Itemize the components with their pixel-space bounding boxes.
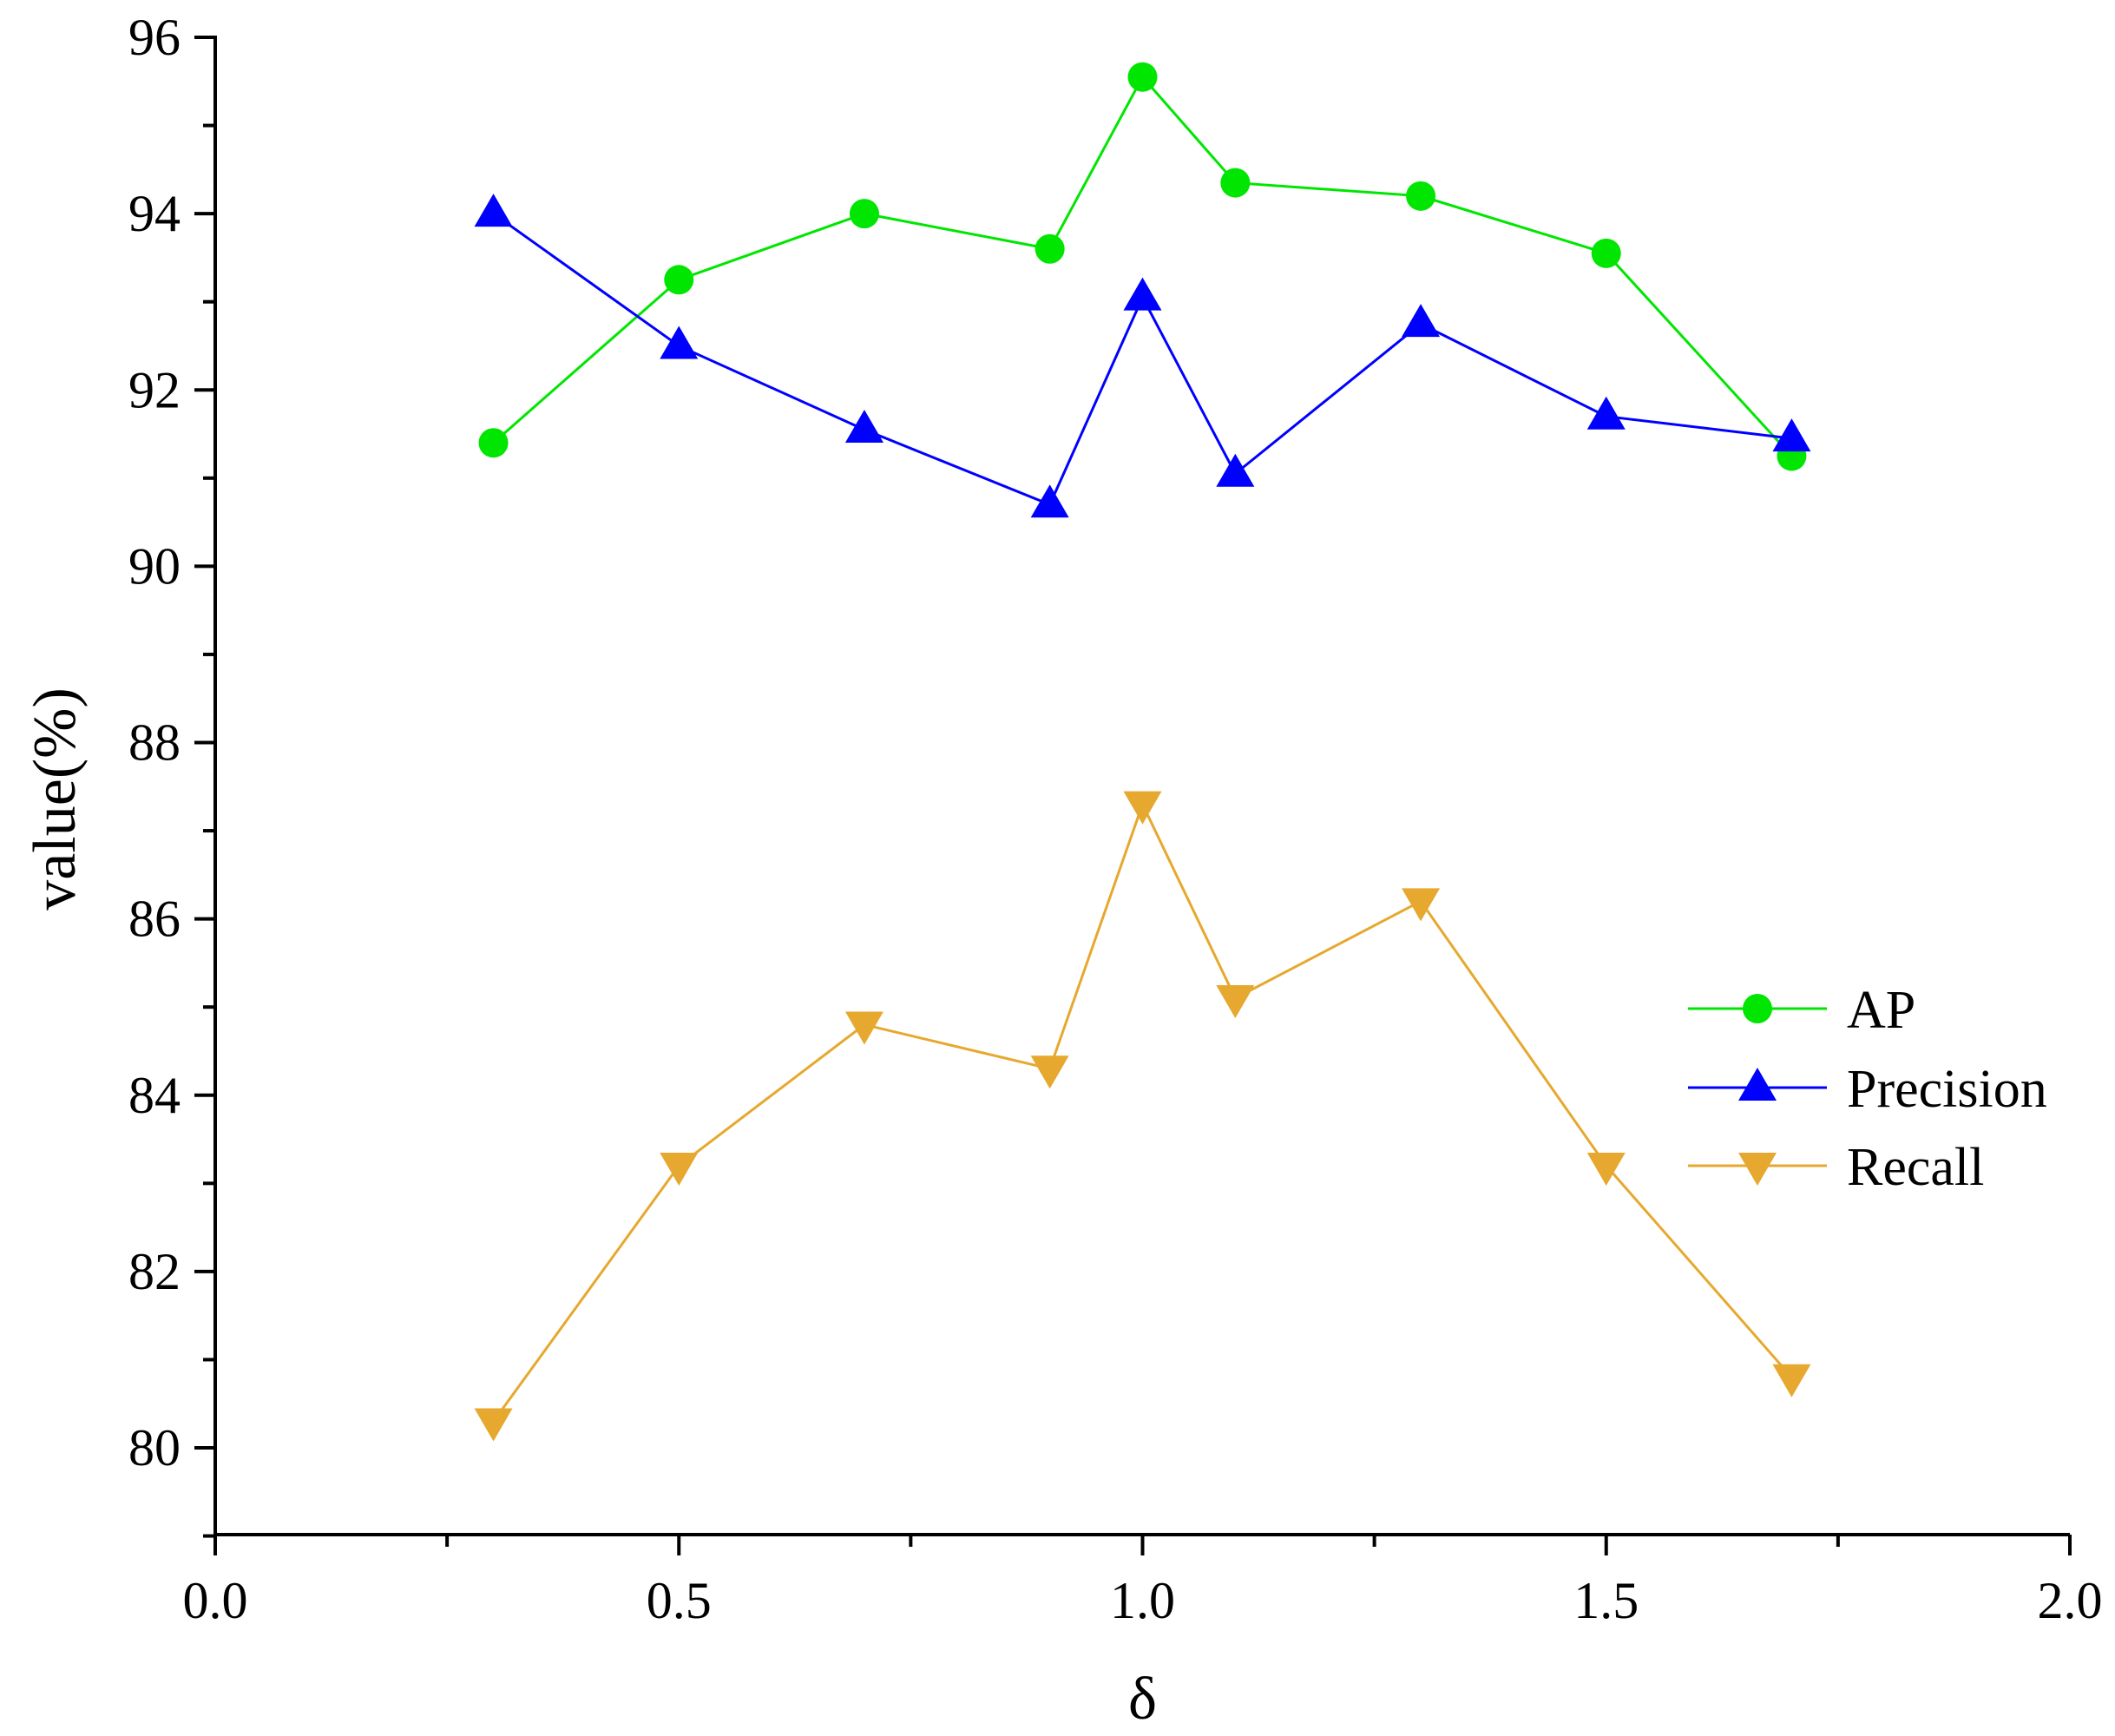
y-tick-label: 86 [128,891,181,948]
legend-swatch-marker [1743,994,1772,1023]
ap-point [1035,233,1065,264]
y-tick-label: 96 [128,9,181,66]
recall-point [1030,1055,1069,1089]
precision-point [844,409,883,443]
legend-item-ap: AP [1688,981,1915,1040]
series-ap [478,62,1807,471]
y-tick-label: 80 [128,1419,181,1476]
series-layer [474,62,1811,1442]
precision-point [474,194,513,227]
x-tick-label: 0.5 [647,1572,712,1629]
legend-label: AP [1847,981,1915,1040]
y-tick-label: 90 [128,537,181,595]
legend-label: Precision [1847,1060,2047,1119]
precision-point [1216,453,1255,487]
recall-point [844,1011,883,1045]
precision-point [1123,277,1162,311]
recall-point [1123,791,1162,825]
x-tick-label: 2.0 [2038,1572,2103,1629]
legend: AP Precision Recall [1688,981,2047,1197]
x-tick-label: 1.0 [1110,1572,1175,1629]
series-precision [474,194,1811,518]
precision-point [1030,484,1069,518]
precision-point [1586,396,1626,430]
legend-swatch-marker [1738,1153,1777,1186]
ap-point [1406,181,1436,211]
precision-point [1772,418,1811,452]
y-tick-label: 92 [128,361,181,418]
series-recall [474,791,1811,1442]
ap-point [1220,168,1251,198]
y-axis-ticks: 80 82 84 86 88 90 92 94 96 [128,9,215,1538]
y-tick-label: 88 [128,714,181,772]
ap-point [849,199,879,229]
ap-point [478,428,509,458]
legend-label: Recall [1847,1138,1984,1197]
ap-point [1127,62,1158,92]
recall-point [1216,985,1255,1019]
y-axis-title: value(%) [22,687,89,911]
legend-item-recall: Recall [1688,1138,1984,1197]
ap-point [664,265,694,295]
ap-line [492,75,1793,457]
legend-item-precision: Precision [1688,1060,2047,1119]
y-tick-label: 84 [128,1067,181,1124]
precision-point [660,326,699,359]
recall-line [492,800,1793,1423]
axes [213,36,2070,1536]
y-tick-label: 82 [128,1243,181,1300]
x-tick-label: 1.5 [1573,1572,1639,1629]
y-tick-label: 94 [128,185,181,242]
recall-point [474,1408,513,1442]
ap-point [1591,238,1621,268]
recall-point [1586,1153,1626,1186]
recall-point [660,1153,699,1186]
recall-point [1402,888,1441,922]
x-axis-title: δ [1128,1666,1157,1733]
recall-point [1772,1364,1811,1397]
precision-point [1402,304,1441,338]
x-tick-label: 0.0 [183,1572,248,1629]
legend-swatch-marker [1738,1068,1777,1101]
x-axis-ticks: 0.0 0.5 1.0 1.5 2.0 [183,1535,2103,1629]
